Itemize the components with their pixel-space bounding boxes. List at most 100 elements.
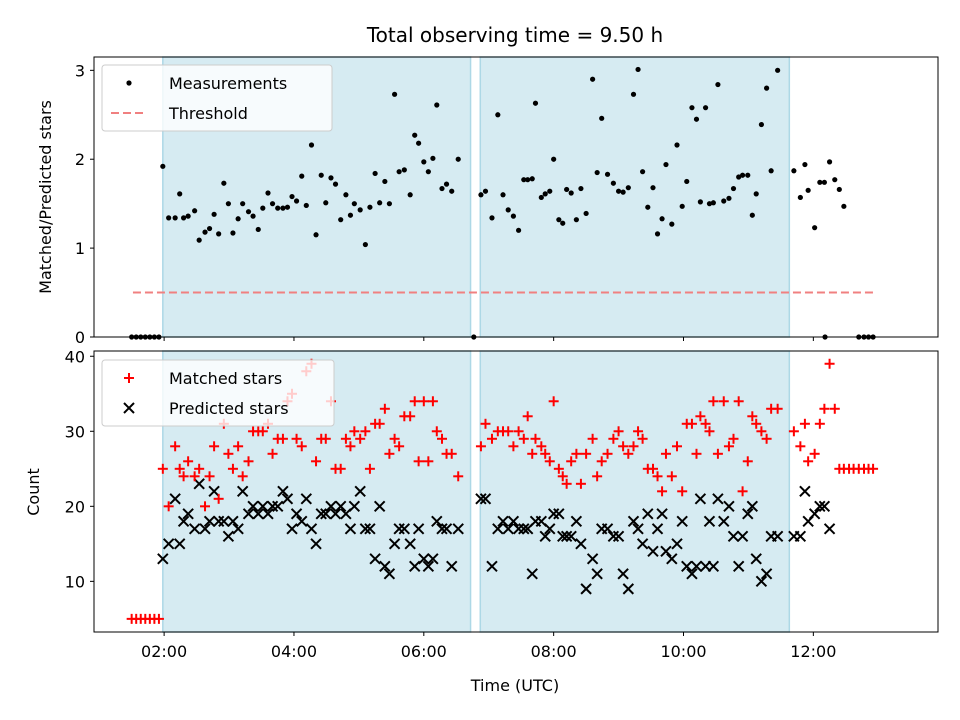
matched-star-point: [704, 426, 715, 437]
x-axis-label: Time (UTC): [470, 676, 559, 695]
predicted-star-point: [526, 568, 538, 580]
measurement-point: [500, 192, 506, 198]
measurement-point: [521, 177, 527, 183]
predicted-star-point: [193, 478, 205, 490]
matched-star-point: [277, 433, 288, 444]
matched-star-point: [660, 448, 671, 459]
matched-star-point: [423, 456, 434, 467]
predicted-star-point: [286, 523, 298, 535]
measurement-point: [578, 185, 584, 192]
bottom-axis-ticks: 02:00 04:00 06:00 08:00 10:00 12:00 10 20 30 40: [65, 347, 837, 661]
matched-star-point: [544, 456, 555, 467]
legend-entry[interactable]: Predicted stars: [123, 399, 289, 418]
predicted-star-point: [422, 560, 435, 573]
matched-star-point: [666, 471, 677, 482]
predicted-star-point: [544, 523, 556, 535]
measurement-point: [396, 169, 402, 175]
matched-star-point: [374, 418, 385, 429]
measurement-point: [313, 232, 319, 238]
predicted-star-point: [199, 523, 211, 535]
measurement-point: [674, 142, 680, 148]
measurement-point: [564, 186, 570, 193]
measurement-point: [260, 205, 266, 211]
predicted-star-point: [557, 530, 569, 543]
measurement-point: [836, 186, 842, 193]
measurement-point: [489, 215, 495, 221]
predicted-star-point: [212, 515, 225, 528]
predicted-star-point: [479, 493, 492, 505]
measurement-point: [192, 208, 198, 214]
predicted-star-point: [671, 538, 683, 550]
y-tick-label: 0: [75, 328, 85, 347]
measurement-point: [654, 231, 661, 237]
matched-star-point: [204, 471, 215, 482]
measurement-point: [235, 216, 241, 222]
predicted-star-point: [344, 523, 357, 535]
measurement-point: [721, 198, 727, 204]
matched-star-point: [296, 441, 307, 452]
predicted-star-point: [203, 515, 216, 528]
bottom-legend[interactable]: Matched stars Predicted stars: [101, 359, 335, 427]
x-tick-label: 12:00: [790, 642, 836, 661]
predicted-star-point: [252, 508, 264, 520]
predicted-star-point: [162, 538, 175, 550]
measurement-point: [255, 226, 261, 233]
matched-star-point: [349, 426, 360, 437]
measurement-point: [230, 230, 236, 236]
matched-star-point: [566, 456, 577, 467]
predicted-star-point: [218, 515, 230, 528]
predicted-star-point: [666, 553, 678, 565]
matched-star-point: [772, 403, 783, 414]
matched-star-point: [829, 403, 840, 414]
measurement-point: [797, 194, 803, 201]
matched-star-point: [405, 411, 416, 422]
matched-star-point: [394, 441, 405, 452]
top-legend[interactable]: Measurements Threshold: [101, 64, 333, 132]
measurement-point: [482, 188, 489, 194]
measurement-point: [338, 217, 344, 223]
x-tick-label: 06:00: [401, 642, 447, 661]
predicted-star-point: [373, 500, 386, 513]
predicted-star-point: [586, 553, 599, 565]
matched-star-point: [436, 433, 447, 444]
matched-star-point: [809, 448, 820, 459]
measurement-point: [318, 172, 324, 178]
predicted-star-point: [718, 515, 730, 528]
predicted-star-point: [296, 515, 308, 528]
predicted-star-point: [354, 485, 366, 498]
x-tick-label: 08:00: [531, 642, 577, 661]
predicted-star-point: [412, 523, 425, 535]
predicted-star-point: [742, 508, 754, 520]
predicted-star-point: [560, 530, 573, 543]
measurement-point: [775, 67, 781, 73]
predicted-star-point: [436, 523, 448, 535]
measurement-point: [206, 225, 213, 232]
matched-star-point: [868, 463, 879, 474]
measurement-point: [202, 229, 208, 235]
measurement-point: [812, 225, 818, 231]
matched-star-point: [522, 411, 533, 422]
measurement-point: [308, 142, 315, 148]
legend-entry[interactable]: Matched stars: [124, 369, 282, 388]
measurement-point: [745, 172, 751, 178]
predicted-star-point: [257, 500, 269, 513]
predicted-star-point: [398, 523, 411, 535]
predicted-star-point: [565, 530, 577, 543]
matched-star-point: [819, 403, 830, 414]
y-tick-label: 30: [65, 422, 85, 441]
measurement-point: [367, 204, 373, 210]
measurement-point: [377, 200, 383, 206]
matched-star-point: [691, 448, 702, 459]
matched-star-point: [480, 418, 491, 429]
predicted-star-point: [236, 485, 249, 498]
predicted-star-point: [760, 568, 773, 580]
predicted-star-point: [247, 500, 259, 513]
matched-star-point: [237, 471, 248, 482]
legend-entry[interactable]: Threshold: [111, 104, 248, 123]
measurement-point: [280, 205, 286, 211]
legend-entry[interactable]: Measurements: [126, 74, 287, 93]
measurement-point: [560, 220, 566, 226]
matched-star-point: [291, 433, 302, 444]
matched-star-point: [657, 486, 668, 497]
matched-star-point: [267, 448, 278, 459]
